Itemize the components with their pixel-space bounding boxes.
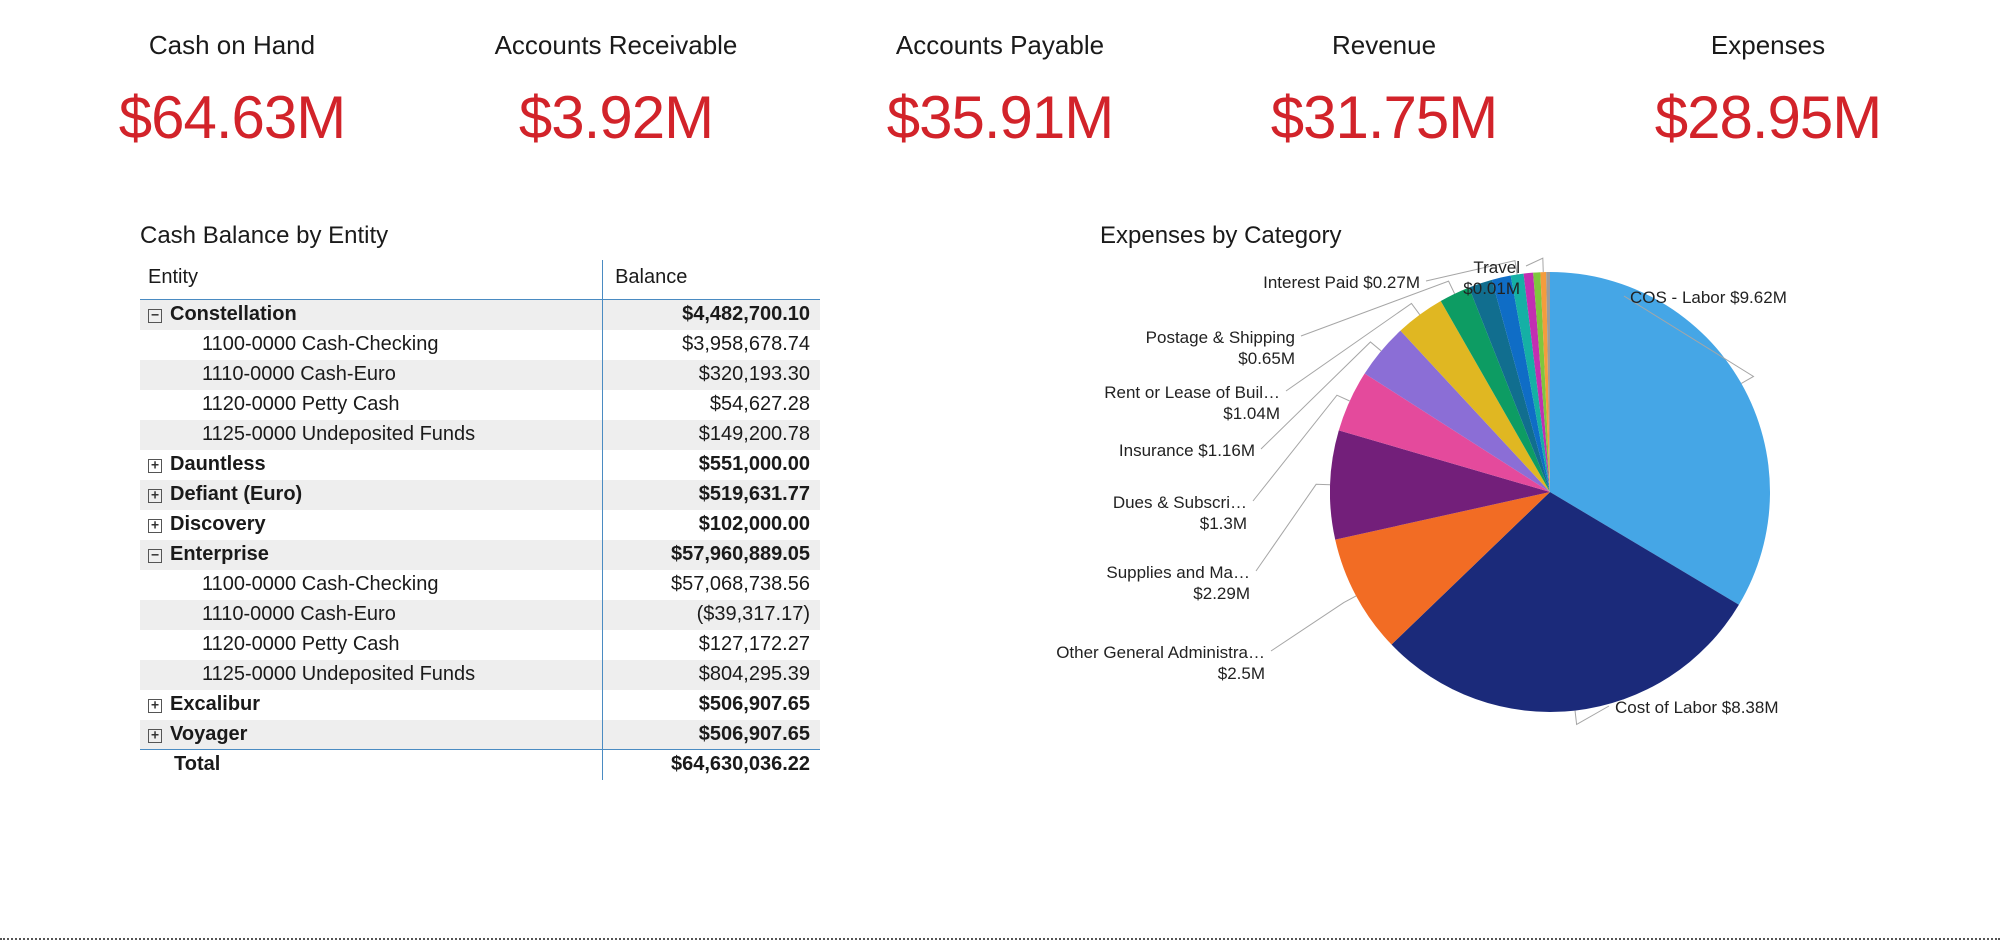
balance-cell: $149,200.78 bbox=[603, 420, 820, 450]
balance-cell: $57,068,738.56 bbox=[603, 570, 820, 600]
collapse-icon[interactable]: − bbox=[148, 309, 162, 323]
entity-cell: +Defiant (Euro) bbox=[140, 480, 603, 510]
table-row[interactable]: 1125-0000 Undeposited Funds$149,200.78 bbox=[140, 420, 820, 450]
entity-cell: 1125-0000 Undeposited Funds bbox=[140, 420, 603, 450]
balance-cell: $102,000.00 bbox=[603, 510, 820, 540]
pie-leader bbox=[1256, 484, 1330, 571]
balance-cell: $54,627.28 bbox=[603, 390, 820, 420]
expand-icon[interactable]: + bbox=[148, 519, 162, 533]
total-value: $64,630,036.22 bbox=[603, 750, 820, 780]
expand-icon[interactable]: + bbox=[148, 459, 162, 473]
kpi-card[interactable]: Accounts Receivable $3.92M bbox=[424, 30, 808, 152]
expand-icon[interactable]: + bbox=[148, 729, 162, 743]
kpi-value: $64.63M bbox=[40, 83, 424, 152]
table-row[interactable]: +Discovery$102,000.00 bbox=[140, 510, 820, 540]
kpi-card[interactable]: Accounts Payable $35.91M bbox=[808, 30, 1192, 152]
balance-cell: $320,193.30 bbox=[603, 360, 820, 390]
entity-cell: 1120-0000 Petty Cash bbox=[140, 390, 603, 420]
balance-cell: $4,482,700.10 bbox=[603, 300, 820, 330]
table-row[interactable]: 1100-0000 Cash-Checking$57,068,738.56 bbox=[140, 570, 820, 600]
table-row[interactable]: 1125-0000 Undeposited Funds$804,295.39 bbox=[140, 660, 820, 690]
pie-slice-label: COS - Labor $9.62M bbox=[1630, 287, 1787, 308]
kpi-value: $31.75M bbox=[1192, 83, 1576, 152]
pie-leader bbox=[1271, 596, 1356, 651]
entity-cell: −Enterprise bbox=[140, 540, 603, 570]
table-row[interactable]: +Dauntless$551,000.00 bbox=[140, 450, 820, 480]
total-row: Total$64,630,036.22 bbox=[140, 750, 820, 780]
cash-balance-title: Cash Balance by Entity bbox=[140, 222, 820, 250]
entity-cell: −Constellation bbox=[140, 300, 603, 330]
kpi-label: Revenue bbox=[1192, 30, 1576, 61]
entity-cell: 1100-0000 Cash-Checking bbox=[140, 570, 603, 600]
entity-cell: +Excalibur bbox=[140, 690, 603, 720]
balance-cell: $127,172.27 bbox=[603, 630, 820, 660]
kpi-card[interactable]: Cash on Hand $64.63M bbox=[40, 30, 424, 152]
pie-slice-label: Postage & Shipping$0.65M bbox=[1146, 327, 1295, 370]
expand-icon[interactable]: + bbox=[148, 489, 162, 503]
pie-slice-label: Interest Paid $0.27M bbox=[1263, 272, 1420, 293]
col-balance: Balance bbox=[603, 260, 820, 300]
entity-cell: 1110-0000 Cash-Euro bbox=[140, 600, 603, 630]
entity-cell: 1100-0000 Cash-Checking bbox=[140, 330, 603, 360]
pie-leader bbox=[1575, 706, 1609, 724]
kpi-value: $3.92M bbox=[424, 83, 808, 152]
pie-slice-label: Insurance $1.16M bbox=[1119, 440, 1255, 461]
table-row[interactable]: −Enterprise$57,960,889.05 bbox=[140, 540, 820, 570]
content-row: Cash Balance by Entity Entity Balance −C… bbox=[0, 162, 2000, 780]
kpi-label: Expenses bbox=[1576, 30, 1960, 61]
kpi-card[interactable]: Revenue $31.75M bbox=[1192, 30, 1576, 152]
expenses-pie-panel: Expenses by Category COS - Labor $9.62MC… bbox=[1100, 222, 1860, 780]
table-row[interactable]: 1120-0000 Petty Cash$54,627.28 bbox=[140, 390, 820, 420]
table-row[interactable]: +Excalibur$506,907.65 bbox=[140, 690, 820, 720]
balance-cell: $519,631.77 bbox=[603, 480, 820, 510]
table-row[interactable]: 1110-0000 Cash-Euro($39,317.17) bbox=[140, 600, 820, 630]
pie-leader bbox=[1526, 258, 1543, 272]
kpi-card[interactable]: Expenses $28.95M bbox=[1576, 30, 1960, 152]
entity-cell: 1120-0000 Petty Cash bbox=[140, 630, 603, 660]
collapse-icon[interactable]: − bbox=[148, 549, 162, 563]
kpi-row: Cash on Hand$64.63MAccounts Receivable$3… bbox=[0, 0, 2000, 162]
kpi-value: $28.95M bbox=[1576, 83, 1960, 152]
pie-slice-label: Supplies and Ma…$2.29M bbox=[1106, 562, 1250, 605]
pie-slice-label: Rent or Lease of Buil…$1.04M bbox=[1104, 382, 1280, 425]
balance-cell: $506,907.65 bbox=[603, 690, 820, 720]
table-row[interactable]: 1120-0000 Petty Cash$127,172.27 bbox=[140, 630, 820, 660]
balance-cell: $57,960,889.05 bbox=[603, 540, 820, 570]
table-row[interactable]: −Constellation$4,482,700.10 bbox=[140, 300, 820, 330]
cash-balance-table: Entity Balance −Constellation$4,482,700.… bbox=[140, 260, 820, 780]
kpi-label: Cash on Hand bbox=[40, 30, 424, 61]
balance-cell: $506,907.65 bbox=[603, 720, 820, 750]
pie-slice-label: Dues & Subscri…$1.3M bbox=[1113, 492, 1247, 535]
entity-cell: +Discovery bbox=[140, 510, 603, 540]
col-entity: Entity bbox=[140, 260, 603, 300]
table-row[interactable]: +Defiant (Euro)$519,631.77 bbox=[140, 480, 820, 510]
kpi-value: $35.91M bbox=[808, 83, 1192, 152]
balance-cell: $3,958,678.74 bbox=[603, 330, 820, 360]
pie-slice-label: Other General Administra…$2.5M bbox=[1056, 642, 1265, 685]
table-row[interactable]: +Voyager$506,907.65 bbox=[140, 720, 820, 750]
pie-slice-label: Travel$0.01M bbox=[1463, 257, 1520, 300]
kpi-label: Accounts Receivable bbox=[424, 30, 808, 61]
pie-leader bbox=[1624, 296, 1753, 383]
balance-cell: ($39,317.17) bbox=[603, 600, 820, 630]
kpi-label: Accounts Payable bbox=[808, 30, 1192, 61]
total-label: Total bbox=[140, 750, 603, 780]
cash-balance-panel: Cash Balance by Entity Entity Balance −C… bbox=[140, 222, 820, 780]
expand-icon[interactable]: + bbox=[148, 699, 162, 713]
table-row[interactable]: 1100-0000 Cash-Checking$3,958,678.74 bbox=[140, 330, 820, 360]
table-row[interactable]: 1110-0000 Cash-Euro$320,193.30 bbox=[140, 360, 820, 390]
entity-cell: +Voyager bbox=[140, 720, 603, 750]
entity-cell: 1125-0000 Undeposited Funds bbox=[140, 660, 603, 690]
entity-cell: 1110-0000 Cash-Euro bbox=[140, 360, 603, 390]
balance-cell: $551,000.00 bbox=[603, 450, 820, 480]
balance-cell: $804,295.39 bbox=[603, 660, 820, 690]
pie-slice-label: Cost of Labor $8.38M bbox=[1615, 697, 1778, 718]
entity-cell: +Dauntless bbox=[140, 450, 603, 480]
